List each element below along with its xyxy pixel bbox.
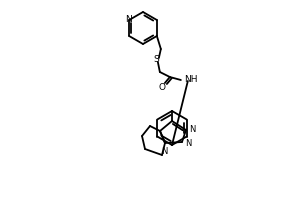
Text: N: N — [125, 15, 131, 23]
Text: N: N — [185, 138, 191, 148]
Text: NH: NH — [184, 74, 197, 84]
Text: O: O — [158, 84, 165, 92]
Text: N: N — [189, 124, 195, 134]
Text: N: N — [161, 147, 167, 156]
Text: S: S — [153, 55, 159, 64]
